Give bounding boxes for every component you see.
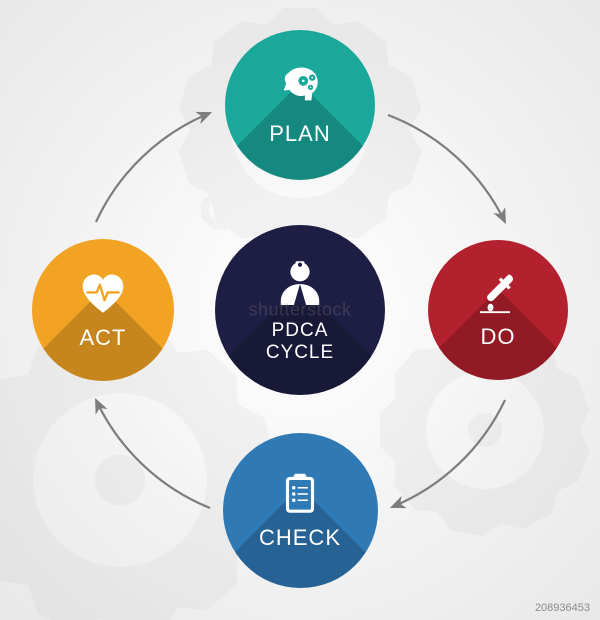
node-label-act: ACT xyxy=(80,325,127,351)
node-check: CHECK xyxy=(223,433,378,588)
node-label-do: DO xyxy=(481,324,516,350)
node-plan: PLAN xyxy=(225,30,375,180)
center-node: PDCACYCLE xyxy=(215,225,385,395)
pdca-diagram: PLAN DO CHECK ACT PDCACYCLE xyxy=(0,0,600,620)
center-label: PDCACYCLE xyxy=(266,320,334,364)
brain-gears-icon xyxy=(274,63,326,115)
stock-id: 208936453 xyxy=(535,602,590,614)
dropper-icon xyxy=(474,270,522,318)
clipboard-icon xyxy=(275,469,325,519)
node-act: ACT xyxy=(32,239,174,381)
node-do: DO xyxy=(428,240,568,380)
node-label-plan: PLAN xyxy=(269,121,330,147)
doctor-icon xyxy=(272,256,328,312)
heart-ecg-icon xyxy=(78,269,128,319)
node-label-check: CHECK xyxy=(259,525,341,551)
